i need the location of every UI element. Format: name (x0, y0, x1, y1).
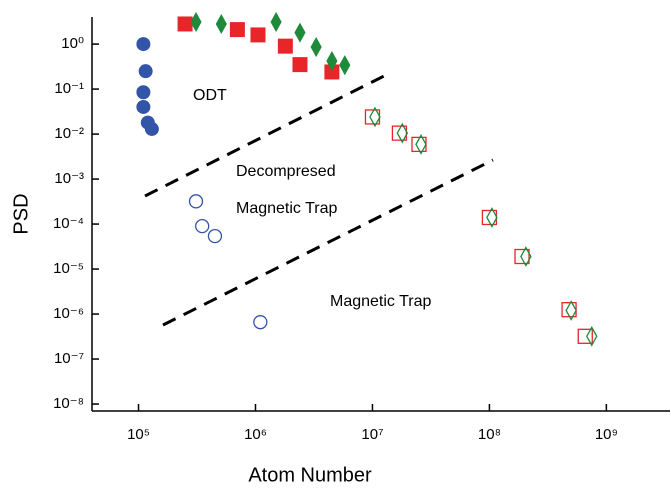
point (277, 38, 293, 54)
point (565, 300, 577, 321)
point (136, 37, 151, 52)
y-tick-label: 10⁻⁸ (53, 395, 84, 412)
point (190, 11, 202, 33)
point (326, 51, 338, 72)
point (250, 27, 266, 43)
y-tick-label: 10⁻¹ (54, 80, 84, 97)
y-axis-label: PSD (10, 193, 32, 234)
x-tick-label: 10⁶ (244, 426, 267, 443)
point (577, 328, 593, 344)
point (207, 228, 223, 244)
x-tick-label: 10⁷ (361, 426, 383, 443)
point (310, 37, 322, 58)
point (586, 325, 598, 347)
point (391, 125, 408, 141)
x-tick-label: 10⁵ (127, 426, 150, 443)
point (514, 248, 530, 265)
point (215, 13, 227, 34)
point (188, 194, 204, 209)
y-tick-label: 10⁻² (54, 125, 84, 142)
point (136, 99, 151, 114)
annotation: Decompresed (236, 163, 336, 180)
annotation: Magnetic Trap (330, 293, 431, 310)
y-tick-label: 10⁻³ (54, 170, 84, 187)
point (144, 121, 159, 136)
point (520, 246, 532, 267)
point (229, 22, 245, 38)
point (292, 57, 308, 73)
point (486, 207, 498, 228)
y-tick-label: 10⁻⁵ (53, 260, 84, 277)
divider-line (162, 158, 494, 327)
point (396, 122, 409, 144)
annotation: Magnetic Trap (236, 200, 337, 217)
point (253, 315, 268, 330)
point (270, 11, 282, 33)
x-tick-label: 10⁹ (595, 426, 618, 443)
y-tick-label: 10⁰ (61, 35, 84, 52)
x-tick-label: 10⁸ (478, 426, 501, 443)
point (369, 106, 381, 128)
point (339, 55, 351, 76)
point (195, 218, 210, 234)
point (415, 134, 427, 155)
point (177, 16, 193, 32)
point (136, 85, 151, 100)
annotation: ODT (193, 87, 227, 104)
y-tick-label: 10⁻⁶ (53, 305, 84, 322)
x-axis-label: Atom Number (248, 464, 372, 486)
point (294, 22, 306, 43)
point (138, 64, 153, 79)
y-tick-label: 10⁻⁷ (54, 350, 84, 367)
y-tick-label: 10⁻⁴ (53, 215, 84, 232)
